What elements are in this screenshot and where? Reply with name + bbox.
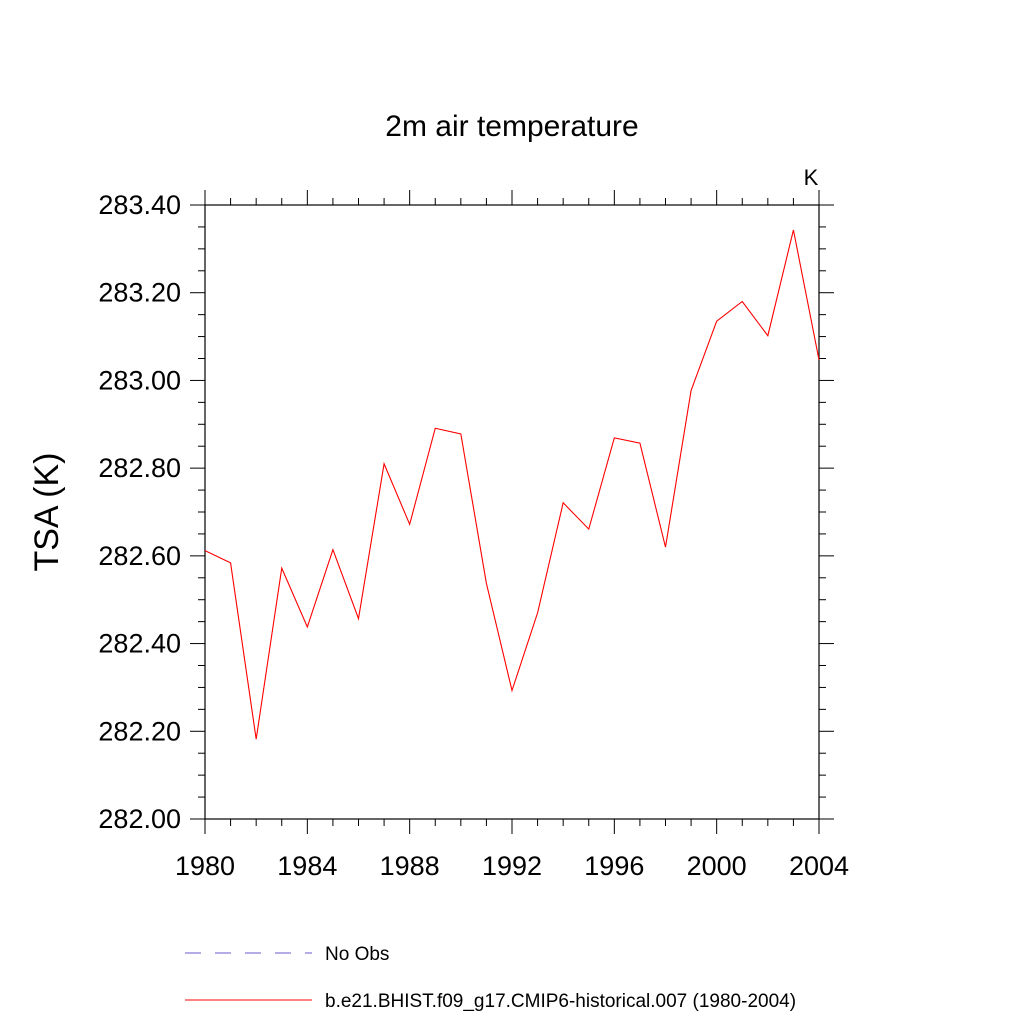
legend-label-no-obs: No Obs <box>325 944 389 965</box>
y-tick-label: 282.60 <box>98 541 181 571</box>
x-tick-label: 1996 <box>584 851 644 881</box>
series-layer <box>204 229 820 740</box>
x-tick-label: 2000 <box>687 851 747 881</box>
x-tick-label: 1980 <box>175 851 235 881</box>
y-tick-label: 282.00 <box>98 804 181 834</box>
y-tick-label: 282.80 <box>98 453 181 483</box>
x-tick-label: 2004 <box>789 851 849 881</box>
series-line-0 <box>204 229 820 740</box>
y-axis-label: TSA (K) <box>28 452 66 571</box>
y-tick-label: 283.40 <box>98 190 181 220</box>
x-tick-label: 1988 <box>380 851 440 881</box>
x-axis-tick-labels: 1980 1984 1988 1992 1996 2000 2004 <box>175 851 849 881</box>
y-axis-tick-labels: 282.00 282.20 282.40 282.60 282.80 283.00 283.… <box>98 190 181 834</box>
x-tick-label: 1984 <box>277 851 337 881</box>
y-axis-ticks <box>190 204 834 820</box>
x-axis-ticks <box>204 190 820 834</box>
y-tick-label: 283.00 <box>98 365 181 395</box>
units-label: K <box>804 165 819 190</box>
x-tick-label: 1992 <box>482 851 542 881</box>
chart-title: 2m air temperature <box>385 110 638 143</box>
legend-label-model: b.e21.BHIST.f09_g17.CMIP6-historical.007… <box>325 991 796 1012</box>
plot-frame <box>204 204 820 820</box>
legend: No Obs b.e21.BHIST.f09_g17.CMIP6-histori… <box>185 944 796 1012</box>
y-tick-label: 283.20 <box>98 278 181 308</box>
y-tick-label: 282.20 <box>98 716 181 746</box>
y-tick-label: 282.40 <box>98 629 181 659</box>
